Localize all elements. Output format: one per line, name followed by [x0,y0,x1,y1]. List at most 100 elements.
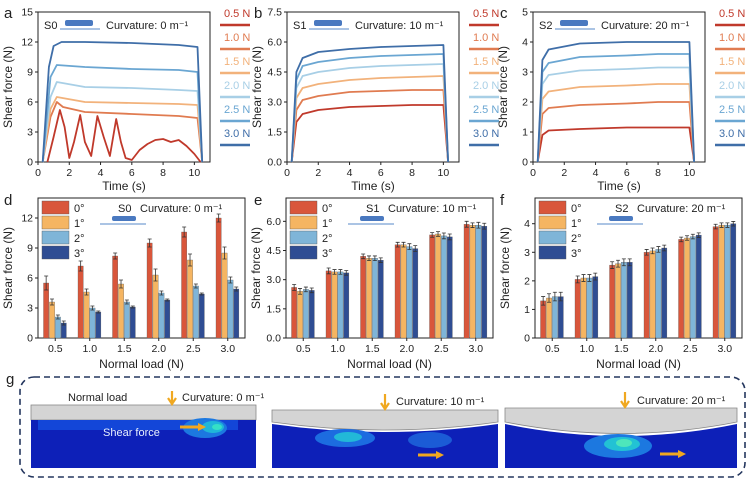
curved20-stress-peak [616,439,632,447]
x-tick-label: 2.5 [683,343,698,355]
error-bar [610,261,615,269]
x-axis-label: Time (s) [351,179,395,193]
legend-label: 1.0 N [224,32,250,44]
error-bar [656,246,661,253]
y-tick-label: 3 [27,303,33,315]
legend-label: 2.0 N [719,80,745,92]
x-tick-label: 6 [378,167,384,179]
error-bar [78,260,83,272]
bar [435,233,441,339]
error-bar [55,314,60,320]
bar [661,247,668,339]
error-bar [326,267,331,275]
curved10-load-arrow [380,394,390,411]
error-bar [470,222,475,228]
y-tick-label: 7.5 [267,7,282,19]
y-tick-label: 1.5 [267,127,282,139]
x-tick-label: 0.5 [48,343,63,355]
bar [83,291,90,339]
bar [475,225,482,339]
legend-label: 2.5 N [473,104,499,116]
error-bar [731,221,736,227]
legend-label: 3° [74,248,85,260]
panel-b: b 0.0 1.5 3.0 4.5 6.0 7.5 Shear force (N) Time (… [250,5,499,193]
y-tick-label: 4.5 [267,67,282,79]
flat-slider-plate [30,404,257,421]
substrate-label: S0 [118,203,131,215]
series-line [41,41,204,163]
bar [89,307,96,339]
legend-swatch [41,200,70,215]
x-tick-label: 6 [624,167,630,179]
legend-swatch [538,230,567,245]
legend-label: 1° [322,218,333,230]
bar [546,297,552,339]
plot-frame-e [285,197,494,339]
series-line [536,66,695,163]
bar [198,293,205,339]
y-tick-label: 6.0 [267,37,282,49]
bar [129,306,136,339]
bar [540,300,546,339]
plot-frame-d [37,197,246,339]
curved10-stress-core [334,432,362,442]
error-bar [298,288,303,295]
plot-frame-c [532,11,706,163]
x-tick-label: 0.5 [545,343,560,355]
x-tick-label: 3.0 [468,343,483,355]
y-tick-label: 6.0 [266,216,281,228]
series-line [290,44,449,163]
y-tick-label: 12 [21,37,33,49]
bar [77,265,84,339]
bar [394,244,401,339]
bar [372,258,378,339]
bar [552,296,558,339]
x-tick-label: 2 [561,167,567,179]
x-tick-label: 2.0 [151,343,166,355]
bar [95,311,102,339]
series-line [41,64,204,163]
x-tick-label: 0.5 [296,343,311,355]
error-bar [96,310,101,314]
legend-label: 3.0 N [719,128,745,140]
error-bar [113,252,118,260]
y-tick-label: 0 [522,157,528,169]
x-tick-label: 1.0 [579,343,594,355]
error-bar [90,305,95,311]
bar [193,285,199,339]
x-tick-label: 2 [315,167,321,179]
error-bar [593,272,598,281]
bar [730,223,737,339]
error-bar [558,291,563,302]
series-line [536,41,695,163]
curved10-substrate [272,424,498,468]
error-bar [372,255,377,262]
panel-a: a 0 3 6 9 12 15 Shear force (N) Time (s) 0 2 4 6 8 10 0… [1,5,250,193]
legend-label: 3° [571,248,582,260]
bar [469,225,476,339]
y-tick-label: 3 [522,67,528,79]
y-tick-label: 1.5 [266,303,281,315]
plot-frame-a [37,11,211,163]
error-bar [581,274,586,282]
substrate-label: S1 [366,203,379,215]
curved20-load-arrow [620,392,630,409]
error-bar [119,279,124,289]
series-line [536,83,695,163]
bar [412,248,419,339]
series-line [290,104,449,163]
error-bar [430,232,435,238]
series-line [41,81,204,163]
bar [609,264,615,339]
x-tick-label: 6 [129,167,135,179]
bar [441,235,447,339]
x-tick-label: 2.5 [434,343,449,355]
series-line [536,53,695,163]
legend-label: 2° [74,233,85,245]
legend-label: 0° [74,203,85,215]
legend-label: 0° [322,203,333,215]
bar [325,270,332,339]
x-tick-label: 1.5 [365,343,380,355]
error-bar [541,296,546,306]
bar [164,299,171,339]
